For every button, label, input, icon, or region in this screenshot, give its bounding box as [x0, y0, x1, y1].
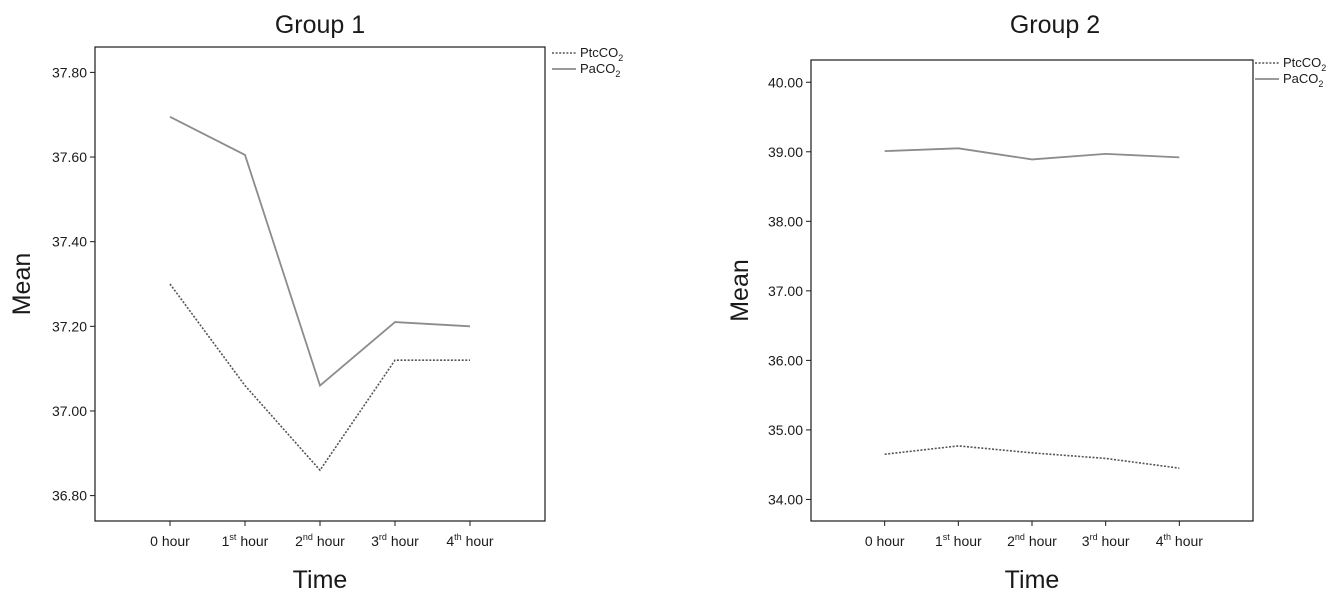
x-tick-label: 4th hour	[446, 532, 494, 549]
x-tick-label: 0 hour	[150, 533, 190, 549]
y-tick-label: 34.00	[768, 491, 803, 507]
chart-group-1: Group 1 36.80 37.00 37.20 37.40 37.60 37.80 0 h…	[0, 0, 671, 594]
series-line-ptcco2	[169, 283, 470, 472]
chart-group-2-svg: Group 2 34.00 35.00 36.00 37.00 38.00 39.00 40.…	[726, 11, 1326, 594]
x-tick-label: 0 hour	[865, 533, 905, 549]
x-axis-title: Time	[1005, 566, 1060, 593]
chart-group-2: Group 2 34.00 35.00 36.00 37.00 38.00 39.00 40.…	[671, 0, 1343, 594]
legend-label: PaCO2	[1283, 71, 1323, 89]
y-tick-label: 37.80	[52, 64, 87, 80]
y-tick-label: 37.60	[52, 149, 87, 165]
y-tick-label: 37.00	[52, 403, 87, 419]
chart-title: Group 2	[1010, 11, 1100, 39]
series-line-paco2	[169, 116, 471, 388]
y-tick-label: 36.80	[52, 488, 87, 504]
series-line-ptcco2	[884, 445, 1180, 469]
legend-label: PaCO2	[580, 61, 620, 79]
x-tick-label: 3rd hour	[1082, 532, 1130, 549]
chart-title: Group 1	[275, 11, 365, 39]
y-tick-label: 37.00	[768, 283, 803, 299]
x-tick-label: 2nd hour	[1007, 532, 1057, 549]
y-tick-label: 35.00	[768, 422, 803, 438]
series-line-paco2	[884, 147, 1180, 161]
y-tick-label: 39.00	[768, 144, 803, 160]
y-tick-label: 38.00	[768, 213, 803, 229]
plot-frame	[810, 59, 1254, 522]
x-tick-label: 1st hour	[222, 532, 269, 549]
x-tick-label: 3rd hour	[371, 532, 419, 549]
y-tick-label: 37.40	[52, 234, 87, 250]
plot-frame	[94, 46, 546, 522]
y-tick-label: 40.00	[768, 74, 803, 90]
legend-label: PtcCO2	[580, 45, 623, 63]
y-tick-label: 37.20	[52, 318, 87, 334]
x-axis-title: Time	[293, 566, 348, 593]
y-axis-title: Mean	[8, 253, 36, 316]
x-tick-label: 2nd hour	[295, 532, 345, 549]
x-tick-label: 1st hour	[935, 532, 982, 549]
legend-label: PtcCO2	[1283, 55, 1326, 73]
y-tick-label: 36.00	[768, 352, 803, 368]
chart-group-1-svg: Group 1 36.80 37.00 37.20 37.40 37.60 37.80 0 h…	[8, 11, 623, 594]
y-axis-title: Mean	[726, 259, 754, 322]
x-tick-label: 4th hour	[1156, 532, 1204, 549]
